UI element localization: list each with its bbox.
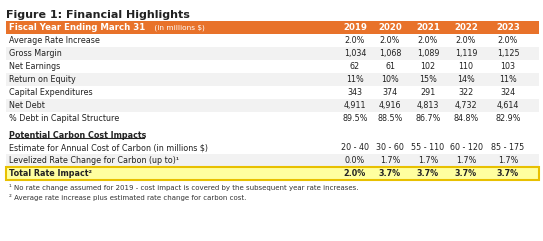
Text: 2021: 2021 <box>416 23 440 32</box>
Text: 10%: 10% <box>381 75 399 84</box>
Text: 85 - 175: 85 - 175 <box>491 143 525 152</box>
Text: 11%: 11% <box>346 75 364 84</box>
Bar <box>6 112 539 125</box>
Text: 55 - 110: 55 - 110 <box>412 143 445 152</box>
Text: 0.0%: 0.0% <box>345 156 365 165</box>
Text: Levelized Rate Change for Carbon (up to)¹: Levelized Rate Change for Carbon (up to)… <box>9 156 179 165</box>
Text: 1.7%: 1.7% <box>498 156 518 165</box>
Bar <box>6 60 539 73</box>
Text: 15%: 15% <box>419 75 437 84</box>
Bar <box>6 34 539 47</box>
Text: 4,614: 4,614 <box>497 101 519 110</box>
Text: 2.0%: 2.0% <box>456 36 476 45</box>
Bar <box>6 47 539 60</box>
Text: 2.0%: 2.0% <box>380 36 400 45</box>
Text: % Debt in Capital Structure: % Debt in Capital Structure <box>9 114 119 123</box>
Text: 2023: 2023 <box>496 23 520 32</box>
Bar <box>6 167 539 180</box>
Text: 2019: 2019 <box>343 23 367 32</box>
Bar <box>6 73 539 86</box>
Text: 1,125: 1,125 <box>497 49 519 58</box>
Text: Fiscal Year Ending March 31: Fiscal Year Ending March 31 <box>9 23 145 32</box>
Text: Average Rate Increase: Average Rate Increase <box>9 36 100 45</box>
Bar <box>6 141 539 154</box>
Text: 1.7%: 1.7% <box>380 156 400 165</box>
Text: 110: 110 <box>458 62 473 71</box>
Text: 11%: 11% <box>499 75 517 84</box>
Text: 324: 324 <box>501 88 515 97</box>
Text: 20 - 40: 20 - 40 <box>341 143 369 152</box>
Text: 88.5%: 88.5% <box>377 114 403 123</box>
Text: 30 - 60: 30 - 60 <box>376 143 404 152</box>
Bar <box>6 99 539 112</box>
Text: Capital Expenditures: Capital Expenditures <box>9 88 93 97</box>
Text: 60 - 120: 60 - 120 <box>450 143 483 152</box>
Text: Figure 1: Financial Highlights: Figure 1: Financial Highlights <box>6 10 190 20</box>
Text: 2020: 2020 <box>378 23 402 32</box>
Text: 4,916: 4,916 <box>379 101 401 110</box>
Bar <box>6 86 539 99</box>
Text: 102: 102 <box>420 62 435 71</box>
Text: 86.7%: 86.7% <box>415 114 441 123</box>
Text: 1,068: 1,068 <box>379 49 401 58</box>
Text: 14%: 14% <box>457 75 475 84</box>
Text: 62: 62 <box>350 62 360 71</box>
Text: 4,813: 4,813 <box>417 101 439 110</box>
Text: ¹ No rate change assumed for 2019 - cost impact is covered by the subsequent yea: ¹ No rate change assumed for 2019 - cost… <box>9 184 358 191</box>
Text: Net Earnings: Net Earnings <box>9 62 60 71</box>
Text: 1,119: 1,119 <box>454 49 477 58</box>
Text: Estimate for Annual Cost of Carbon (in millions $): Estimate for Annual Cost of Carbon (in m… <box>9 143 208 152</box>
Text: Potential Carbon Cost Impacts: Potential Carbon Cost Impacts <box>9 131 147 140</box>
Text: 322: 322 <box>458 88 473 97</box>
Bar <box>6 21 539 34</box>
Text: ² Average rate increase plus estimated rate change for carbon cost.: ² Average rate increase plus estimated r… <box>9 194 247 201</box>
Text: Gross Margin: Gross Margin <box>9 49 62 58</box>
Text: 3.7%: 3.7% <box>497 169 519 178</box>
Text: 3.7%: 3.7% <box>379 169 401 178</box>
Text: 291: 291 <box>420 88 435 97</box>
Text: 2.0%: 2.0% <box>344 169 366 178</box>
Text: 61: 61 <box>385 62 395 71</box>
Text: 374: 374 <box>382 88 397 97</box>
Text: 1.7%: 1.7% <box>418 156 438 165</box>
Text: 4,911: 4,911 <box>344 101 366 110</box>
Bar <box>6 154 539 167</box>
Text: 84.8%: 84.8% <box>453 114 478 123</box>
Text: 343: 343 <box>348 88 363 97</box>
Text: 1,034: 1,034 <box>344 49 366 58</box>
Text: 1.7%: 1.7% <box>456 156 476 165</box>
Text: 2.0%: 2.0% <box>498 36 518 45</box>
Text: Total Rate Impact²: Total Rate Impact² <box>9 169 92 178</box>
Text: 1,089: 1,089 <box>416 49 439 58</box>
Text: 82.9%: 82.9% <box>495 114 521 123</box>
Text: 103: 103 <box>501 62 515 71</box>
Text: Return on Equity: Return on Equity <box>9 75 76 84</box>
Text: 4,732: 4,732 <box>454 101 477 110</box>
Text: 2.0%: 2.0% <box>345 36 365 45</box>
Text: Net Debt: Net Debt <box>9 101 45 110</box>
Text: (in millions $): (in millions $) <box>152 24 205 31</box>
Text: 2.0%: 2.0% <box>418 36 438 45</box>
Text: 3.7%: 3.7% <box>455 169 477 178</box>
Text: 2022: 2022 <box>454 23 478 32</box>
Text: 3.7%: 3.7% <box>417 169 439 178</box>
Text: 89.5%: 89.5% <box>342 114 368 123</box>
